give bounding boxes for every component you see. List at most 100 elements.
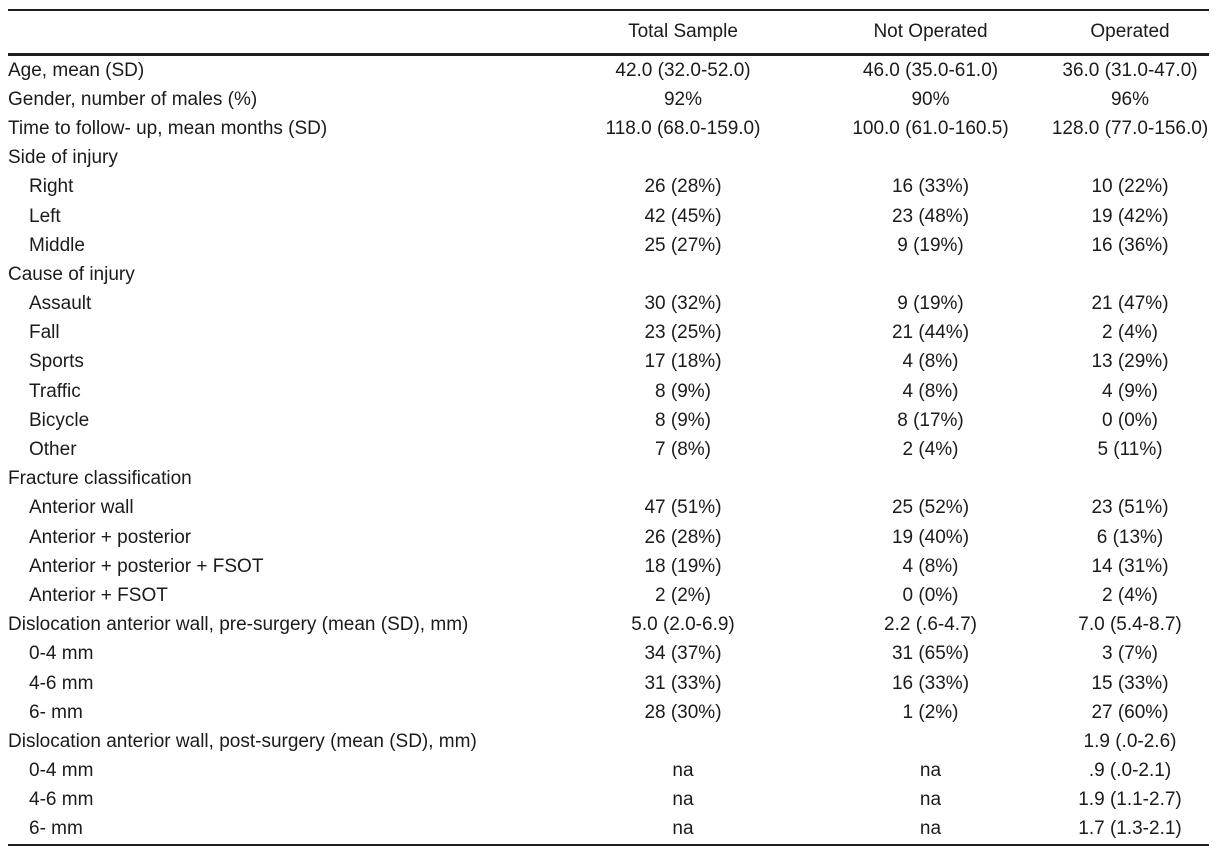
cell-value: 1.9 (1.1-2.7) [1078,789,1182,811]
row-label: Middle [29,234,85,256]
table-row: Side of injury [8,144,1209,173]
cell-value: 17 (18%) [644,351,722,373]
table-header: Total Sample Not Operated Operated [8,10,1209,56]
table-row: Middle 25 (27%) 9 (19%) 16 (36%) [8,231,1209,260]
cell-value: na [919,818,942,840]
row-label: Traffic [29,380,81,402]
cell-value [556,144,810,173]
cell-value: 2 (4%) [1102,584,1158,606]
table-row: 0-4 mm 34 (37%) 31 (65%) 3 (7%) [8,640,1209,669]
row-label: Dislocation anterior wall, post-surgery … [8,730,477,752]
cell-value: 8 (17%) [897,409,964,431]
table-row: Gender, number of males (%) 92% 90% 96% [8,85,1209,114]
cell-value: 6 (13%) [1096,526,1164,548]
column-header-total-sample: Total Sample [556,10,810,56]
table-row: 6- mm na na 1.7 (1.3-2.1) [8,815,1209,845]
cell-value: 0 (0%) [1102,409,1158,431]
cell-value: 100.0 (61.0-160.5) [852,117,1009,139]
table-row: Dislocation anterior wall, pre-surgery (… [8,611,1209,640]
cell-value: 96% [1110,88,1150,110]
cell-value: 42 (45%) [644,205,722,227]
row-label: Anterior + posterior [29,526,192,548]
cell-value: 7.0 (5.4-8.7) [1078,614,1182,636]
cell-value: 16 (33%) [891,672,970,694]
cell-value: 13 (29%) [1091,351,1169,373]
row-label: Assault [29,293,92,315]
cell-value: 36.0 (31.0-47.0) [1062,59,1198,81]
cell-value: 14 (31%) [1091,555,1169,577]
table-row: Sports 17 (18%) 4 (8%) 13 (29%) [8,348,1209,377]
row-label: 6- mm [29,701,83,723]
table-row: Anterior + posterior + FSOT 18 (19%) 4 (8%… [8,552,1209,581]
cell-value: 16 (33%) [891,176,970,198]
row-label: Age, mean (SD) [8,59,145,81]
table-row: Other 7 (8%) 2 (4%) 5 (11%) [8,435,1209,464]
table-row: Fracture classification [8,465,1209,494]
cell-value: 19 (40%) [891,526,970,548]
cell-value [810,465,1051,494]
cell-value [810,727,1051,756]
row-label: 4-6 mm [29,789,94,811]
row-label: Anterior wall [29,497,134,519]
cell-value: 23 (25%) [644,322,722,344]
header-row: Total Sample Not Operated Operated [8,10,1209,56]
table-row: Anterior wall 47 (51%) 25 (52%) 23 (51%) [8,494,1209,523]
cell-value: 2 (4%) [902,439,959,461]
cell-value: 4 (8%) [902,555,959,577]
table-row: Anterior + posterior 26 (28%) 19 (40%) 6 (1… [8,523,1209,552]
cell-value: 5 (11%) [1097,439,1163,461]
cell-value: na [672,789,694,811]
cell-value: 34 (37%) [644,643,722,665]
cell-value: .9 (.0-2.1) [1088,760,1172,782]
cell-value: 5.0 (2.0-6.9) [631,614,735,636]
table-row: Traffic 8 (9%) 4 (8%) 4 (9%) [8,377,1209,406]
table-row: Cause of injury [8,260,1209,289]
cell-value [556,465,810,494]
table-row: Bicycle 8 (9%) 8 (17%) 0 (0%) [8,406,1209,435]
row-label: Gender, number of males (%) [8,88,258,110]
table-row: 6- mm 28 (30%) 1 (2%) 27 (60%) [8,698,1209,727]
table-row: Fall 23 (25%) 21 (44%) 2 (4%) [8,319,1209,348]
table-row: Right 26 (28%) 16 (33%) 10 (22%) [8,173,1209,202]
cell-value: na [919,760,942,782]
cell-value: 128.0 (77.0-156.0) [1051,117,1209,139]
cell-value: 30 (32%) [644,293,722,315]
row-label: Cause of injury [8,263,135,285]
cell-value: 9 (19%) [897,234,964,256]
cell-value: 47 (51%) [644,497,722,519]
row-label: Side of injury [8,147,118,169]
cell-value: 25 (52%) [891,497,970,519]
cell-value [1051,144,1209,173]
table-row: Age, mean (SD) 42.0 (32.0-52.0) 46.0 (35.0… [8,55,1209,86]
row-label-header [8,10,556,56]
row-label: Sports [29,351,84,373]
cell-value: na [672,760,694,782]
row-label: Time to follow- up, mean months (SD) [8,117,328,139]
row-label: Bicycle [29,409,90,431]
row-label: 0-4 mm [29,643,94,665]
cell-value: 46.0 (35.0-61.0) [862,59,999,81]
row-label: Fracture classification [8,468,192,490]
cell-value [1051,465,1209,494]
row-label: 0-4 mm [29,760,94,782]
cell-value: 1.7 (1.3-2.1) [1078,818,1182,840]
cell-value: 9 (19%) [897,293,964,315]
cell-value: 10 (22%) [1091,176,1169,198]
cell-value: 19 (42%) [1091,205,1169,227]
cell-value: 27 (60%) [1091,701,1169,723]
cell-value: 26 (28%) [644,176,722,198]
cell-value [556,260,810,289]
cell-value: 23 (51%) [1091,497,1169,519]
cell-value: 1 (2%) [902,701,959,723]
table-row: 4-6 mm na na 1.9 (1.1-2.7) [8,786,1209,815]
cell-value: 4 (9%) [1102,380,1158,402]
cell-value: 15 (33%) [1091,672,1169,694]
cell-value: 90% [911,88,950,110]
cell-value: 8 (9%) [655,409,711,431]
cell-value: 2.2 (.6-4.7) [884,614,977,636]
table-row: Time to follow- up, mean months (SD) 118.… [8,114,1209,143]
table-row: Dislocation anterior wall, post-surgery … [8,727,1209,756]
cell-value: 25 (27%) [644,234,722,256]
column-header-not-operated: Not Operated [810,10,1051,56]
cell-value: 31 (65%) [891,643,970,665]
